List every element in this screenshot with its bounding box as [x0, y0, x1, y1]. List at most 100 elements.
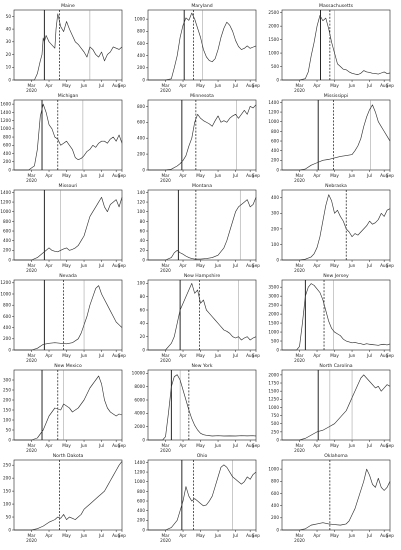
y-tick-label: 1000 [268, 329, 279, 334]
x-tick-label: Sep [386, 353, 394, 358]
series-line [14, 103, 123, 171]
y-tick-label: 400 [271, 195, 279, 200]
x-tick-label: Mar [28, 533, 36, 538]
panel-new-jersey: New Jersey 0 500 1000 1500 2000 2500 3000 3500 Ma… [268, 273, 394, 363]
panel-title: North Carolina [319, 363, 352, 369]
plot-frame [147, 9, 257, 81]
x-tick-label: Mar [296, 83, 304, 88]
x-tick-label: Aug [246, 173, 255, 178]
y-tick-label: 150 [3, 407, 11, 412]
y-tick-label: 0 [8, 437, 11, 442]
x-tick-label: Aug [112, 443, 121, 448]
y-tick-label: 0 [8, 257, 11, 262]
x-tick-label: Sep [252, 83, 260, 88]
y-tick-label: 60 [140, 307, 146, 312]
x-tick-label: Aug [112, 263, 121, 268]
y-tick-label: 1600 [0, 102, 11, 107]
x-tick-label: Aug [380, 443, 389, 448]
y-tick-label: 0 [142, 257, 145, 262]
x-tick-label: Apr [45, 533, 53, 538]
y-tick-label: 1500 [268, 37, 279, 42]
x-tick-label: 2020 [294, 538, 305, 543]
y-tick-label: 1000 [268, 405, 279, 410]
plot-frame [147, 459, 257, 531]
y-tick-label: 600 [137, 120, 145, 125]
x-tick-label: Jun [80, 173, 88, 178]
x-tick-label: Aug [380, 263, 389, 268]
y-tick-label: 4000 [134, 411, 145, 416]
x-tick-label: May [330, 263, 339, 268]
panel-michigan: Michigan 0 200 400 600 800 1000 1200 1400 1600 Mar… [0, 93, 126, 183]
x-tick-label: May [62, 533, 71, 538]
x-tick-label: Apr [45, 353, 53, 358]
x-tick-label: May [330, 353, 339, 358]
plot-frame [147, 99, 257, 171]
x-tick-label: Jun [214, 353, 222, 358]
x-tick-label: Apr [45, 173, 53, 178]
y-tick-label: 600 [3, 314, 11, 319]
x-tick-label: Aug [380, 173, 389, 178]
x-tick-label: Jul [232, 263, 238, 268]
x-tick-label: Aug [246, 83, 255, 88]
series-line [14, 13, 123, 81]
series-line [148, 464, 257, 531]
y-tick-label: 20 [140, 334, 146, 339]
x-tick-label: May [62, 443, 71, 448]
x-tick-label: Jun [80, 533, 88, 538]
y-tick-label: 1200 [0, 280, 11, 285]
y-tick-label: 30 [6, 39, 12, 44]
x-tick-label: Sep [252, 173, 260, 178]
y-tick-label: 0 [276, 77, 279, 82]
y-tick-label: 0 [142, 167, 145, 172]
x-tick-label: Mar [28, 443, 36, 448]
y-tick-label: 100 [137, 281, 145, 286]
x-tick-label: Jul [232, 533, 238, 538]
y-tick-label: 250 [3, 387, 11, 392]
x-tick-label: Jun [348, 443, 356, 448]
y-tick-label: 40 [6, 26, 12, 31]
x-tick-label: Sep [386, 173, 394, 178]
y-tick-label: 1000 [268, 119, 279, 124]
x-tick-label: Apr [179, 533, 187, 538]
y-tick-label: 40 [140, 238, 146, 243]
series-line [282, 468, 391, 531]
x-tick-label: 2020 [26, 178, 37, 183]
x-tick-label: Jun [214, 173, 222, 178]
x-tick-label: 2020 [160, 268, 171, 273]
series-line [148, 104, 257, 171]
y-tick-label: 1400 [0, 110, 11, 115]
x-tick-label: 2020 [294, 358, 305, 363]
y-tick-label: 50 [6, 514, 12, 519]
y-tick-label: 1750 [268, 380, 279, 385]
y-tick-label: 500 [271, 421, 279, 426]
panel-title: North Dakota [53, 453, 84, 459]
x-tick-label: Apr [179, 173, 187, 178]
x-tick-label: Jul [232, 173, 238, 178]
x-tick-label: Mar [162, 263, 170, 268]
y-tick-label: 500 [271, 338, 279, 343]
y-tick-label: 300 [271, 211, 279, 216]
y-tick-label: 2000 [268, 372, 279, 377]
y-tick-label: 10 [6, 65, 12, 70]
panel-title: New Mexico [54, 363, 82, 369]
x-tick-label: May [62, 173, 71, 178]
x-tick-label: Jun [80, 353, 88, 358]
series-line [148, 283, 257, 351]
x-tick-label: 2020 [160, 358, 171, 363]
x-tick-label: May [330, 533, 339, 538]
y-tick-label: 200 [3, 248, 11, 253]
x-tick-label: Mar [162, 533, 170, 538]
plot-frame [281, 189, 391, 261]
y-tick-label: 600 [271, 138, 279, 143]
plot-frame [13, 279, 123, 351]
y-tick-label: 40 [140, 321, 146, 326]
series-line [282, 374, 391, 441]
y-tick-label: 0 [276, 437, 279, 442]
y-tick-label: 200 [137, 518, 145, 523]
y-tick-label: 1200 [268, 109, 279, 114]
series-line [282, 194, 391, 261]
